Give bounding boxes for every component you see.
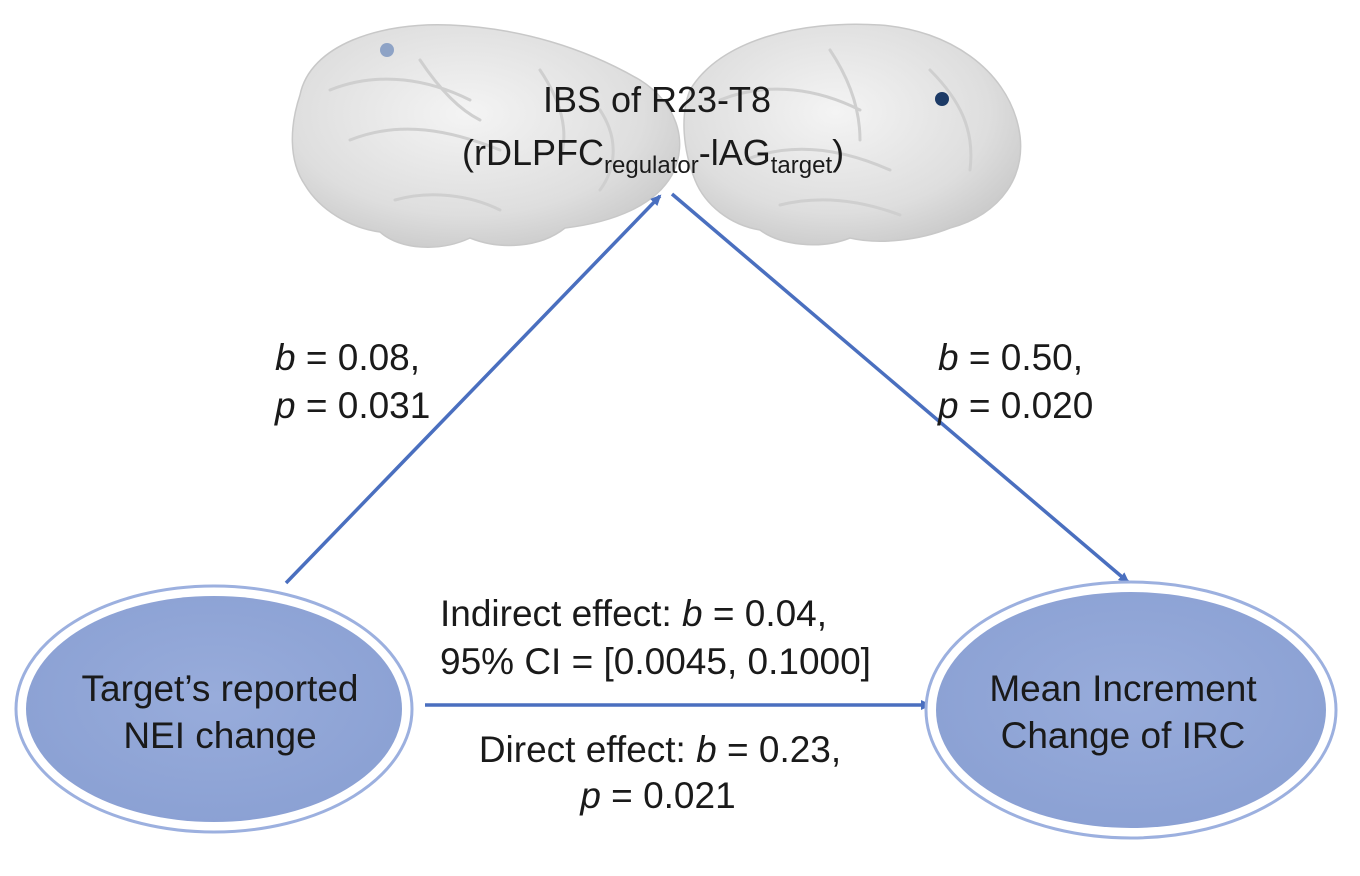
indirect-ci-label: 95% CI = [0.0045, 0.1000] — [440, 641, 871, 682]
right-node: Mean Increment Change of IRC — [924, 580, 1338, 840]
path-b-arrow — [670, 192, 1130, 584]
right-brain-image — [683, 23, 1022, 246]
direct-p-label: p = 0.021 — [579, 775, 735, 816]
right-node-line2: Change of IRC — [1001, 715, 1246, 756]
formula-sub-regulator: regulator — [604, 152, 699, 179]
path-b-b-label: b = 0.50, — [938, 337, 1083, 378]
formula-sub-target: target — [771, 152, 833, 179]
mediator-title: IBS of R23-T8 — [543, 79, 771, 120]
left-brain-image — [291, 24, 681, 248]
path-a-p-label: p = 0.031 — [274, 385, 430, 426]
left-brain-dot — [380, 43, 394, 57]
formula-close: ) — [832, 132, 844, 173]
right-brain-dot — [935, 92, 949, 106]
right-node-line1: Mean Increment — [989, 668, 1257, 709]
left-node-line2: NEI change — [123, 715, 316, 756]
path-b-p-label: p = 0.020 — [937, 385, 1093, 426]
formula-mid: -lAG — [699, 132, 771, 173]
formula-open: (rDLPFC — [462, 132, 604, 173]
left-node: Target’s reported NEI change — [14, 584, 414, 834]
direct-effect-label: Direct effect: b = 0.23, — [479, 729, 841, 770]
path-a-arrow — [284, 194, 662, 585]
left-node-line1: Target’s reported — [82, 668, 359, 709]
mediator-formula: (rDLPFCregulator-lAGtarget) — [462, 132, 844, 179]
path-a-b-label: b = 0.08, — [275, 337, 420, 378]
indirect-effect-label: Indirect effect: b = 0.04, — [440, 593, 827, 634]
